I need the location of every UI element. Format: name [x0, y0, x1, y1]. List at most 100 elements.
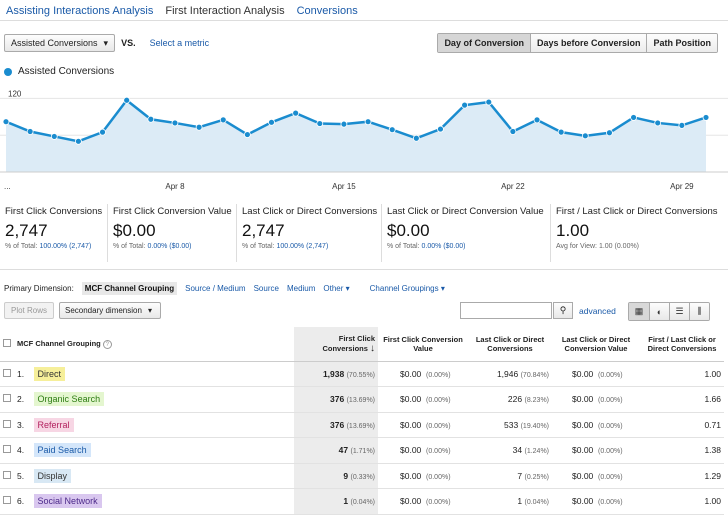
series-line [5, 98, 707, 143]
cell-value: $0.00 [572, 394, 594, 405]
sort-down-arrow-icon: ↓ [370, 342, 375, 354]
scorecard-first-click-conversions[interactable]: First Click Conversions 2,747 % of Total… [0, 204, 107, 262]
cell-value: $0.00 [572, 368, 594, 379]
channel-link[interactable]: Referral [33, 417, 74, 432]
last-click-value-cell: $0.00 (0.00%) [552, 412, 640, 438]
scorecard-last-click-conversions[interactable]: Last Click or Direct Conversions 2,747 %… [236, 204, 381, 262]
last-click-conversions-cell: 226 (8.23%) [468, 386, 552, 413]
dim-other[interactable]: Other ▾ [323, 284, 350, 293]
dim-source[interactable]: Source [253, 284, 279, 293]
comparison-view-icon[interactable]: ⫼ [689, 303, 709, 320]
cell-value: 1.66 [704, 394, 721, 405]
cell-value: $0.00 [400, 368, 422, 379]
ratio-cell: 0.71 [640, 412, 724, 438]
channel-link[interactable]: Social Network [33, 494, 102, 509]
first-click-conversions-cell: 1,938 (70.55%) [294, 361, 378, 387]
data-table-view-icon[interactable]: ▦ [629, 303, 649, 320]
days-before-conversion-button[interactable]: Days before Conversion [529, 34, 647, 52]
day-of-conversion-button[interactable]: Day of Conversion [438, 34, 530, 52]
row-checkbox[interactable] [3, 419, 11, 428]
data-point [606, 129, 613, 137]
channel-link[interactable]: Paid Search [33, 443, 91, 458]
dim-medium[interactable]: Medium [286, 284, 316, 293]
cell-value: 1,946 [496, 368, 519, 379]
row-checkbox[interactable] [3, 496, 11, 505]
last-click-conversions-cell: 1,946 (70.84%) [468, 361, 552, 387]
dim-channel-groupings[interactable]: Channel Groupings ▾ [369, 284, 445, 293]
performance-view-icon[interactable]: ☰ [669, 303, 689, 320]
select-all-checkbox[interactable] [3, 338, 11, 347]
path-position-button[interactable]: Path Position [646, 34, 717, 52]
scorecard-last-click-value[interactable]: Last Click or Direct Conversion Value $0… [381, 204, 550, 262]
advanced-filter-link[interactable]: advanced [579, 306, 616, 316]
header-first-click-conversions[interactable]: First Click Conversions ↓ [294, 327, 378, 362]
primary-dimension-bar: Primary Dimension: MCF Channel Grouping … [4, 282, 445, 295]
cell-percent: (70.55%) [346, 371, 375, 379]
header-first-click-value[interactable]: First Click Conversion Value [378, 327, 468, 362]
search-icon[interactable]: ⚲ [553, 302, 573, 319]
header-last-click-value[interactable]: Last Click or Direct Conversion Value [552, 327, 640, 362]
metric-dropdown[interactable]: Assisted Conversions ▾ [4, 34, 116, 52]
row-checkbox-cell [0, 386, 14, 413]
vs-label: VS. [121, 38, 136, 48]
data-point [678, 121, 686, 129]
tab-first-interaction[interactable]: First Interaction Analysis [165, 5, 285, 17]
last-click-value-cell: $0.00 (0.00%) [552, 488, 640, 515]
row-checkbox[interactable] [3, 368, 11, 377]
pie-view-icon[interactable]: ◐ [649, 303, 669, 320]
cell-value: 9 [343, 470, 349, 481]
data-point [26, 128, 34, 135]
header-label: MCF Channel Grouping [17, 338, 101, 348]
ratio-cell: 1.00 [640, 361, 724, 387]
channel-link[interactable]: Organic Search [33, 392, 105, 407]
cell-value: 1 [343, 496, 349, 507]
cell-value: $0.00 [572, 496, 594, 507]
first-click-value-cell: $0.00 (0.00%) [378, 488, 468, 515]
help-icon[interactable]: ? [102, 339, 112, 349]
first-click-value-cell: $0.00 (0.00%) [378, 463, 468, 489]
cell-value: $0.00 [572, 445, 594, 456]
legend-dot-icon [4, 67, 12, 76]
tab-conversions[interactable]: Conversions [296, 5, 358, 17]
cell-percent: (0.00%) [598, 499, 623, 507]
row-index: 6. [17, 496, 25, 507]
channel-link[interactable]: Direct [33, 366, 66, 381]
cell-value: 226 [507, 394, 523, 405]
channel-link[interactable]: Display [33, 468, 72, 483]
row-checkbox[interactable] [3, 394, 11, 403]
header-last-click-conversions[interactable]: Last Click or Direct Conversions [468, 327, 552, 362]
last-click-value-cell: $0.00 (0.00%) [552, 361, 640, 387]
data-point [147, 115, 155, 123]
cell-value: 1 [517, 496, 523, 507]
cell-percent: (1.71%) [350, 448, 375, 456]
plot-rows-button[interactable]: Plot Rows [4, 302, 54, 319]
select-metric-link[interactable]: Select a metric [149, 38, 210, 48]
row-checkbox[interactable] [3, 445, 11, 454]
header-first-last-ratio[interactable]: First / Last Click or Direct Conversions [640, 327, 724, 362]
scorecard-first-click-value[interactable]: First Click Conversion Value $0.00 % of … [107, 204, 236, 262]
dim-source-medium[interactable]: Source / Medium [185, 284, 246, 293]
scorecard-first-last-ratio[interactable]: First / Last Click or Direct Conversions… [550, 204, 728, 262]
first-click-conversions-cell: 9 (0.33%) [294, 463, 378, 489]
cell-percent: (70.84%) [520, 371, 549, 379]
data-point [243, 131, 251, 138]
x-tick-label: Apr 15 [332, 182, 356, 191]
cell-value: 7 [517, 470, 523, 481]
channel-cell: 3. Referral [14, 412, 294, 438]
table-search-input[interactable] [460, 302, 552, 319]
x-tick-label: ... [4, 182, 11, 191]
scorecard-sub-value: 1.00 (0.00%) [598, 243, 640, 250]
secondary-dimension-dropdown[interactable]: Secondary dimension ▾ [59, 302, 161, 319]
table-header-row: MCF Channel Grouping ? First Click Conve… [0, 327, 724, 362]
scorecard-sub: % of Total: 100.00% (2,747) [242, 243, 376, 250]
cell-percent: (0.04%) [350, 499, 375, 507]
row-checkbox[interactable] [3, 470, 11, 479]
table-row: 2. Organic Search 376 (13.69%) $0.00 (0.00… [0, 386, 724, 413]
tab-assisting-interactions[interactable]: Assisting Interactions Analysis [6, 5, 154, 17]
dim-mcf-channel-grouping[interactable]: MCF Channel Grouping [81, 282, 178, 295]
channel-cell: 1. Direct [14, 361, 294, 387]
data-point [268, 118, 275, 126]
cell-value: $0.00 [400, 419, 422, 430]
row-checkbox-cell [0, 463, 14, 489]
